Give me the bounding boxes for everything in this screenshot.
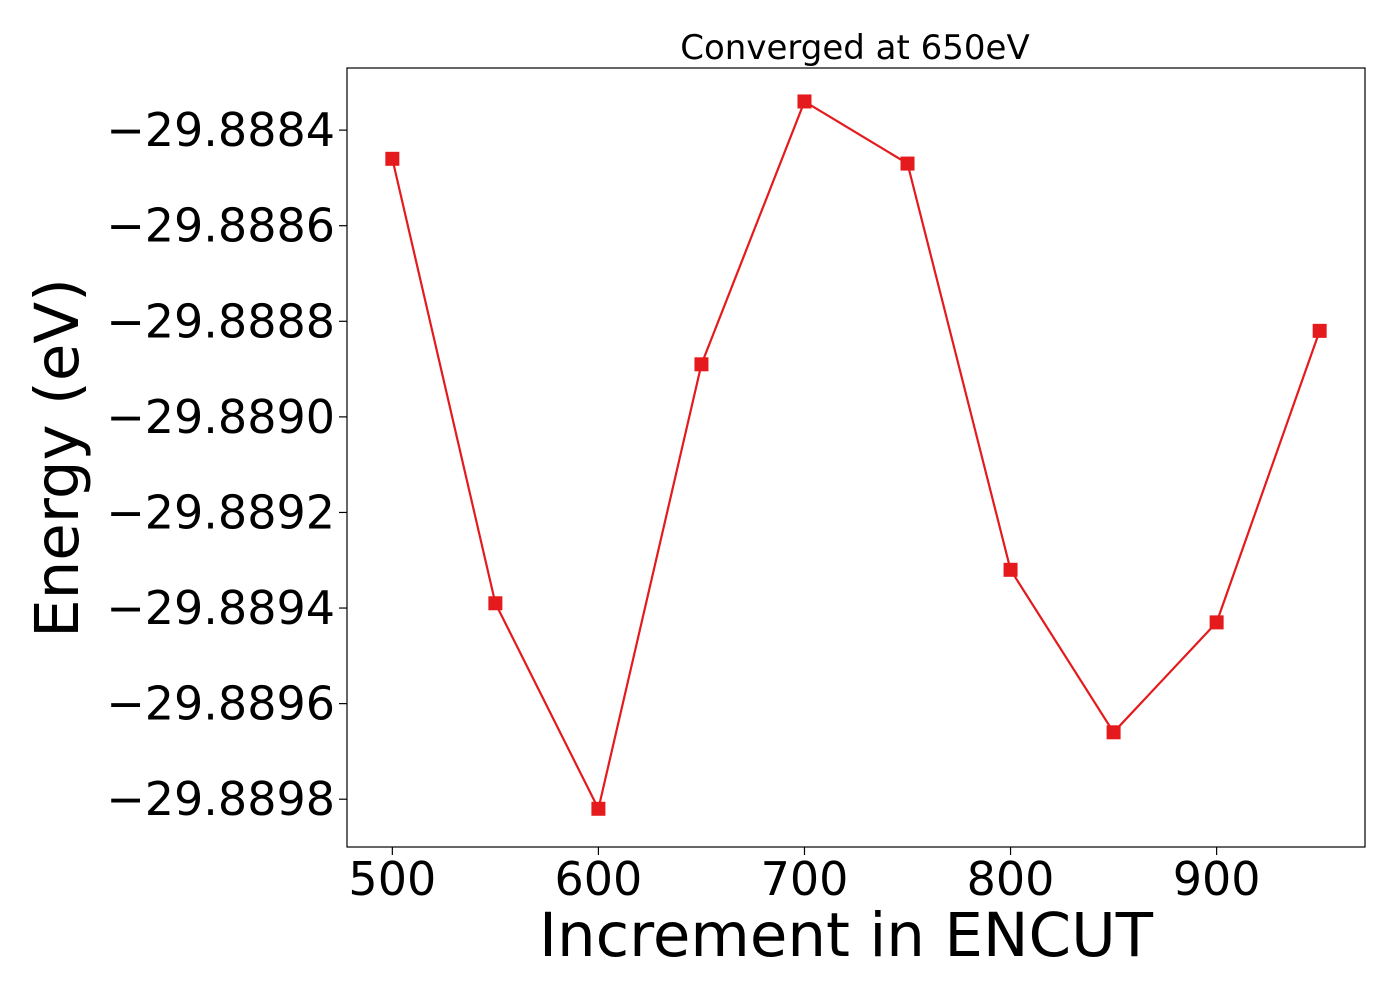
- axes-frame: [346, 67, 1366, 848]
- data-point-marker: [1209, 615, 1224, 630]
- y-tick-label: −29.8890: [106, 390, 335, 444]
- data-point-marker: [1106, 725, 1121, 740]
- x-tick-label: 700: [761, 852, 849, 906]
- data-point-marker: [694, 357, 709, 372]
- data-point-marker: [591, 801, 606, 816]
- y-tick-label: −29.8888: [106, 294, 335, 348]
- x-tick-label: 600: [555, 852, 643, 906]
- data-point-marker: [488, 596, 503, 611]
- y-tick-label: −29.8894: [106, 581, 335, 635]
- data-point-marker: [1312, 323, 1327, 338]
- data-point-marker: [385, 151, 400, 166]
- y-tick-label: −29.8896: [106, 677, 335, 731]
- y-tick-label: −29.8898: [106, 772, 335, 826]
- chart-title: Converged at 650eV: [680, 28, 1029, 68]
- data-point-marker: [900, 156, 915, 171]
- x-tick-label: 900: [1173, 852, 1261, 906]
- x-axis-title: Increment in ENCUT: [539, 900, 1154, 971]
- data-point-marker: [1003, 562, 1018, 577]
- x-tick-label: 800: [967, 852, 1055, 906]
- y-tick-label: −29.8892: [106, 485, 335, 539]
- series-line: [391, 99, 1321, 812]
- y-tick-label: −29.8884: [106, 103, 335, 157]
- y-tick-label: −29.8886: [106, 199, 335, 253]
- plot-area: 500 600 700 800 900 −29.8898 −29.8896 −29.8894 −…: [106, 67, 1366, 906]
- x-tick-label: 500: [348, 852, 436, 906]
- data-point-marker: [797, 94, 812, 109]
- y-axis-title: Energy (eV): [22, 278, 93, 638]
